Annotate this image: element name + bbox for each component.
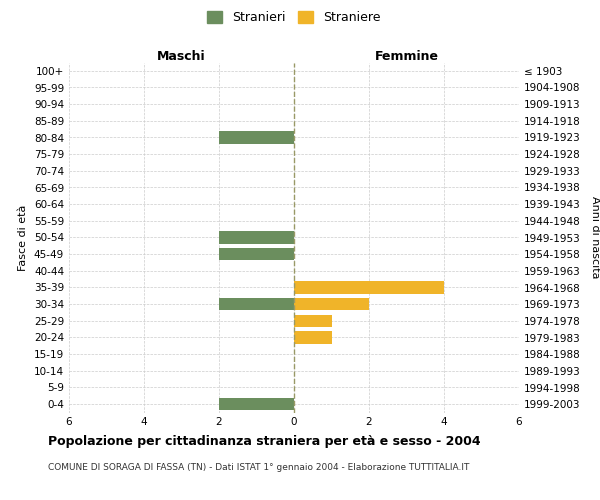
Y-axis label: Anni di nascita: Anni di nascita <box>590 196 600 278</box>
Bar <box>219 231 294 244</box>
Text: Popolazione per cittadinanza straniera per età e sesso - 2004: Popolazione per cittadinanza straniera p… <box>48 435 481 448</box>
Bar <box>219 298 294 310</box>
Text: Maschi: Maschi <box>157 50 206 62</box>
Bar <box>219 248 294 260</box>
Bar <box>294 331 331 344</box>
Legend: Stranieri, Straniere: Stranieri, Straniere <box>202 6 386 29</box>
Bar <box>219 131 294 144</box>
Text: Femmine: Femmine <box>374 50 439 62</box>
Bar <box>294 281 444 293</box>
Bar <box>294 298 369 310</box>
Bar <box>219 398 294 410</box>
Text: COMUNE DI SORAGA DI FASSA (TN) - Dati ISTAT 1° gennaio 2004 - Elaborazione TUTTI: COMUNE DI SORAGA DI FASSA (TN) - Dati IS… <box>48 462 469 471</box>
Bar <box>294 314 331 327</box>
Y-axis label: Fasce di età: Fasce di età <box>19 204 28 270</box>
